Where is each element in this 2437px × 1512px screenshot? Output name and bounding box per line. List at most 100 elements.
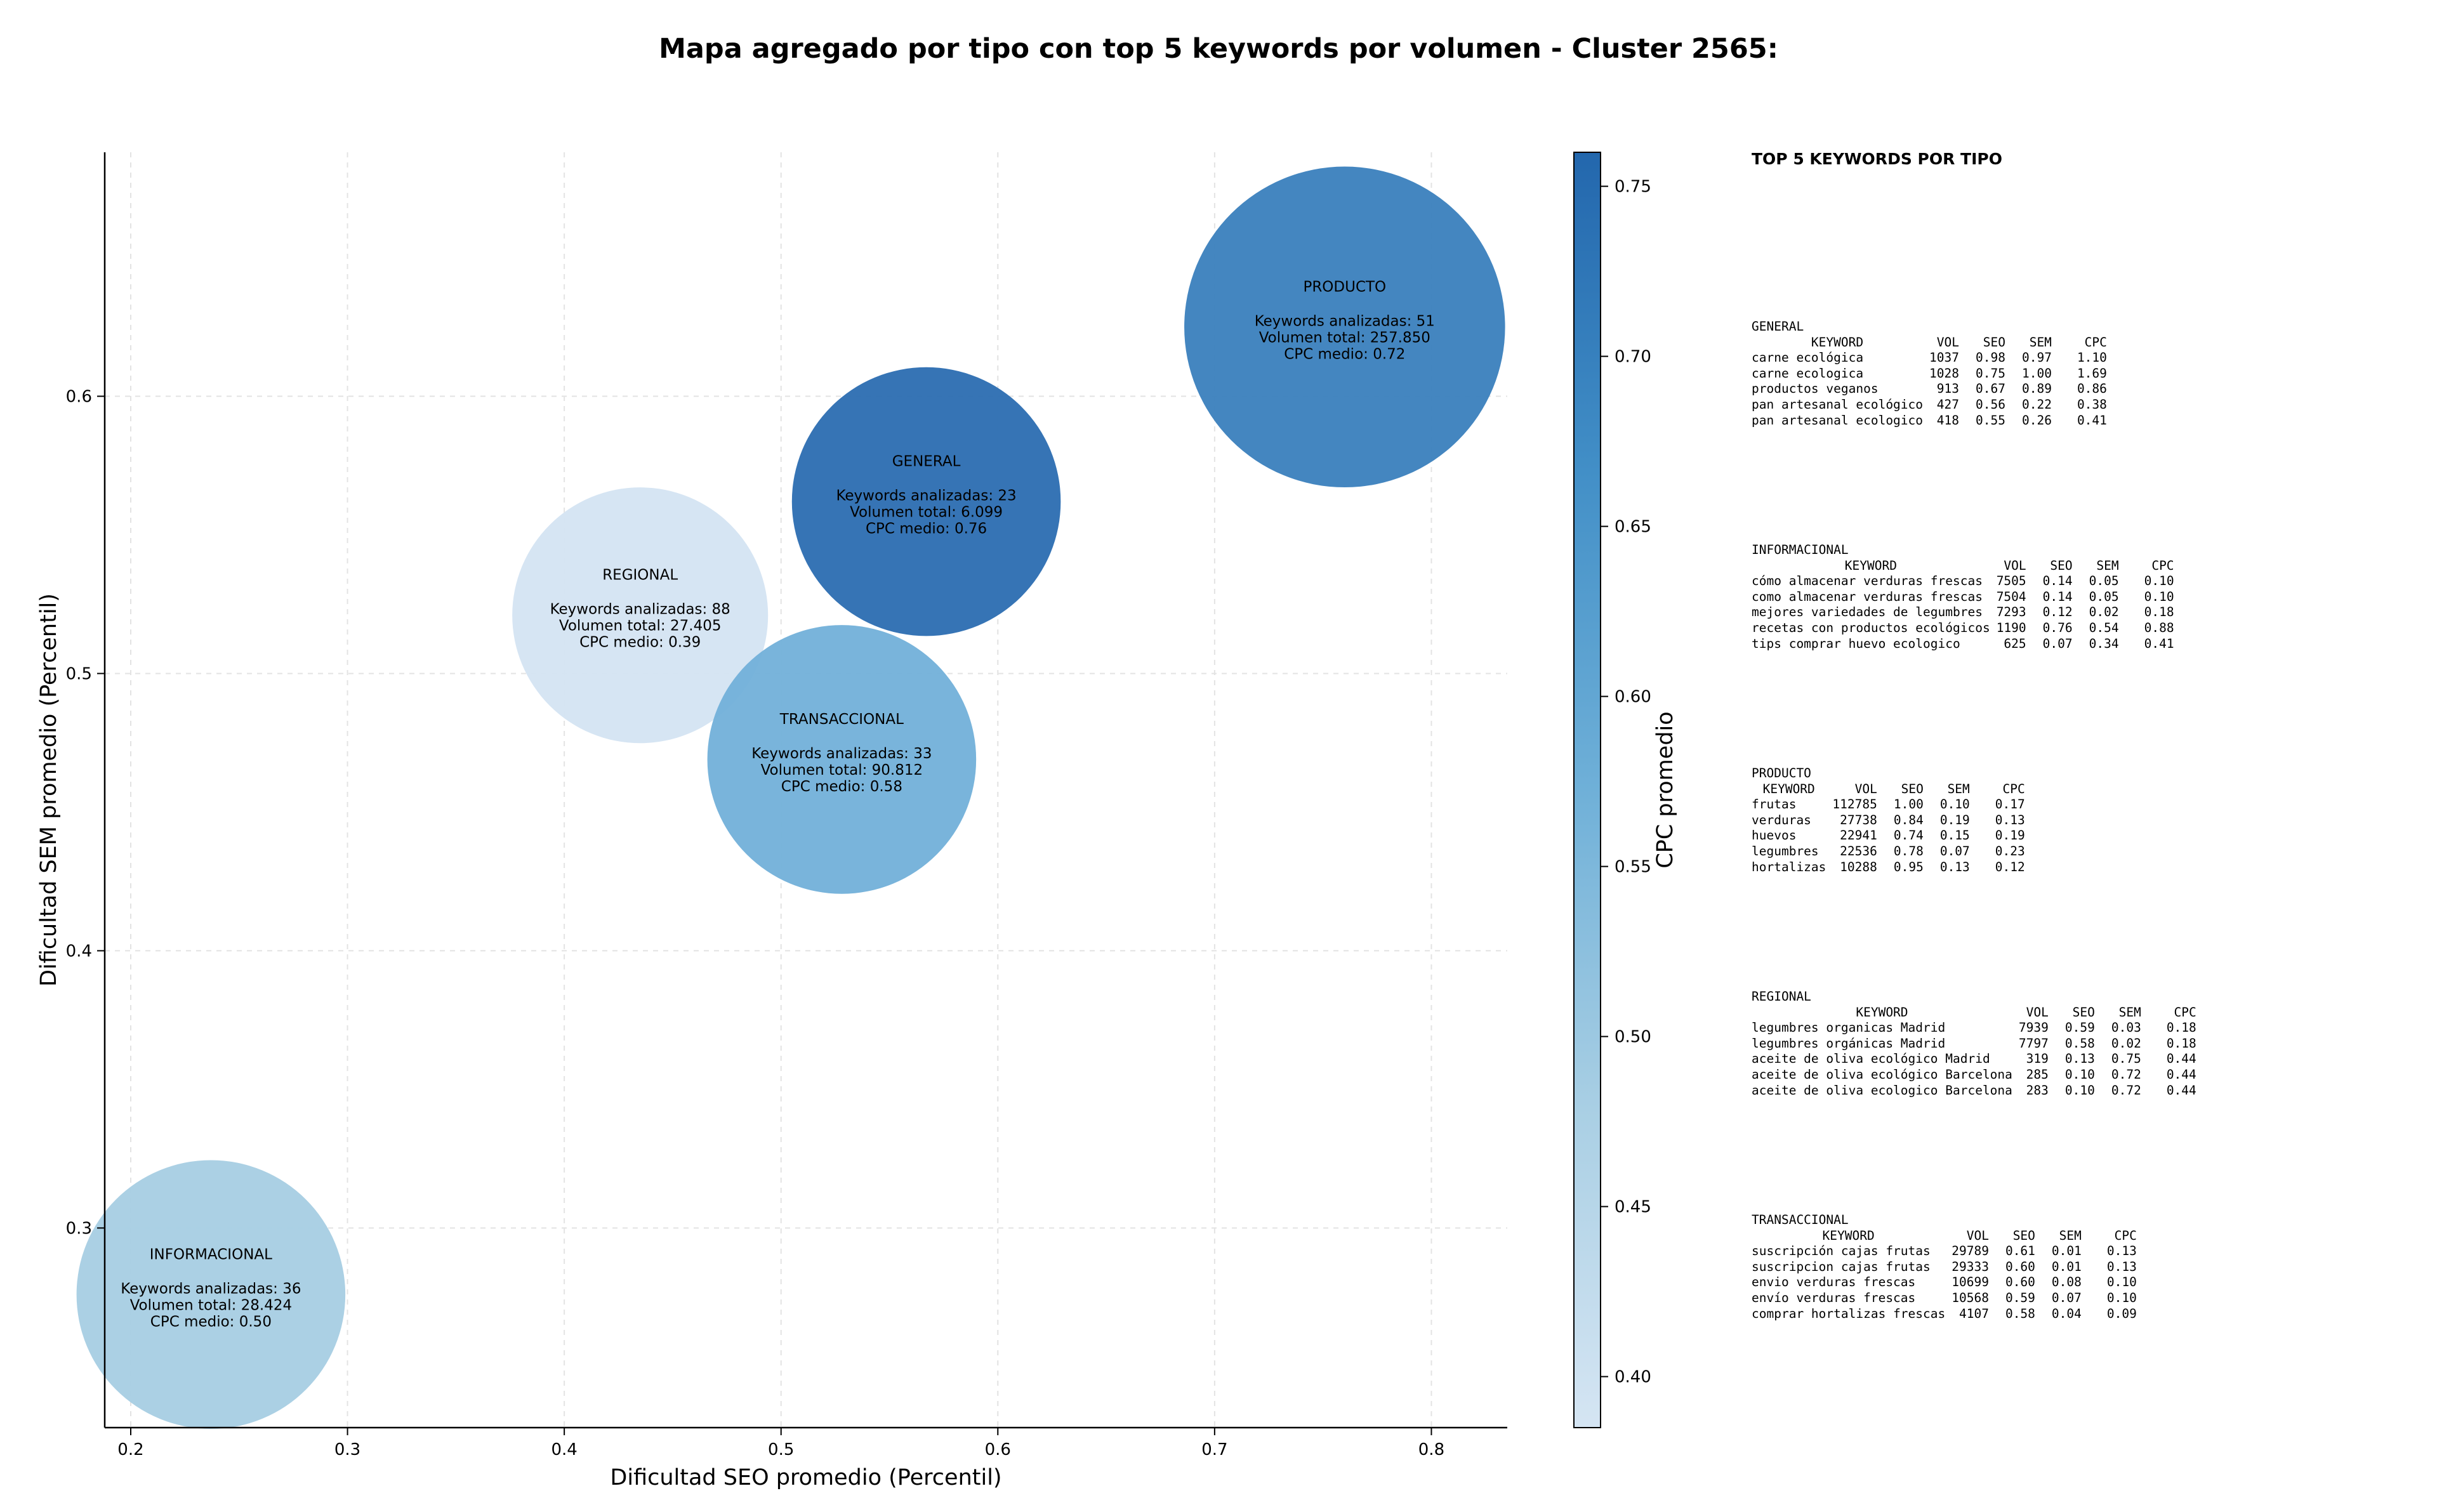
- cell-vol: 4107: [1958, 1306, 1989, 1321]
- cell-keyword: envio verduras frescas: [1752, 1275, 1916, 1290]
- cell-sem: 0.26: [2021, 412, 2052, 428]
- cell-keyword: aceite de oliva ecológico Madrid: [1752, 1051, 1990, 1067]
- section-transaccional: TRANSACCIONAL KEYWORD VOL SEO SEM CPC suscripc…: [1752, 1213, 2137, 1322]
- cell-sem: 0.34: [2089, 636, 2119, 651]
- bubble-label: PRODUCTO: [1303, 279, 1386, 295]
- section-general: GENERAL KEYWORD VOL SEO SEM CPC carne ecológic…: [1752, 319, 2107, 428]
- cell-seo: 0.61: [2005, 1244, 2035, 1259]
- cell-vol: 625: [2004, 636, 2026, 651]
- table-row: aceite de oliva ecologico Barcelona 283 0.…: [1752, 1083, 2196, 1099]
- cell-cpc: 0.23: [1995, 843, 2025, 858]
- cell-vol: 10699: [1952, 1275, 1989, 1290]
- header-seo: SEO: [2072, 1004, 2095, 1020]
- cell-keyword: legumbres organicas Madrid: [1752, 1020, 1946, 1035]
- cell-sem: 0.05: [2089, 589, 2119, 604]
- colorbar-tick-label: 0.65: [1615, 518, 1651, 537]
- cell-keyword: productos veganos: [1752, 381, 1879, 397]
- cell-keyword: hortalizas: [1752, 859, 1826, 874]
- cell-sem: 0.02: [2111, 1035, 2141, 1051]
- cell-sem: 0.19: [1939, 812, 1970, 827]
- table-row: aceite de oliva ecológico Madrid 319 0.13 0…: [1752, 1051, 2196, 1067]
- table-row: tips comprar huevo ecologico 625 0.07 0.34 0…: [1752, 636, 2174, 652]
- cell-sem: 0.04: [2051, 1306, 2082, 1321]
- cell-vol: 7939: [2018, 1020, 2049, 1035]
- table-row: comprar hortalizas frescas 4107 0.58 0.04 0.…: [1752, 1306, 2137, 1322]
- cell-sem: 0.10: [1939, 797, 1970, 812]
- cell-vol: 1028: [1929, 365, 1959, 381]
- cell-vol: 7504: [1996, 589, 2026, 604]
- section-informacional: INFORMACIONAL KEYWORD VOL SEO SEM CPC cómo alm…: [1752, 542, 2174, 652]
- bubble-informacional: [76, 1160, 346, 1430]
- cell-seo: 0.98: [1976, 350, 2005, 365]
- cell-vol: 319: [2026, 1051, 2049, 1067]
- header-cpc: CPC: [2174, 1004, 2196, 1020]
- cell-sem: 0.07: [1939, 843, 1970, 858]
- cell-sem: 0.54: [2089, 620, 2119, 635]
- cell-keyword: frutas: [1752, 797, 1797, 812]
- header-sem: SEM: [2118, 1004, 2141, 1020]
- cell-keyword: cómo almacenar verduras frescas: [1752, 574, 1983, 589]
- cell-seo: 0.13: [2064, 1051, 2095, 1067]
- cell-vol: 10288: [1840, 859, 1877, 874]
- table-row: frutas 112785 1.00 0.10 0.17: [1752, 797, 2025, 813]
- colorbar: 0.40 0.45 0.50 0.55 0.60 0.65 0.70 0.75 CPC prom…: [1573, 152, 1678, 1428]
- cell-vol: 1190: [1996, 620, 2026, 635]
- cell-cpc: 0.17: [1995, 797, 2025, 812]
- table-row: huevos 22941 0.74 0.15 0.19: [1752, 828, 2025, 844]
- bubble-stat: CPC medio: 0.39: [579, 634, 701, 651]
- header-cpc: CPC: [2002, 781, 2025, 796]
- x-tick-label: 0.4: [551, 1440, 577, 1459]
- header-keyword: KEYWORD: [1856, 1004, 1908, 1020]
- cell-cpc: 0.13: [1995, 812, 2025, 827]
- y-tick-label: 0.4: [66, 942, 92, 961]
- cell-sem: 0.13: [1939, 859, 1970, 874]
- cell-seo: 0.56: [1976, 397, 2005, 412]
- x-tick-label: 0.3: [334, 1440, 360, 1459]
- bubble-stat: CPC medio: 0.50: [150, 1313, 272, 1330]
- cell-seo: 1.00: [1893, 797, 1924, 812]
- cell-vol: 27738: [1840, 812, 1877, 827]
- cell-cpc: 0.44: [2166, 1082, 2196, 1098]
- cell-cpc: 0.38: [2077, 397, 2107, 412]
- table-header-row: KEYWORD VOL SEO SEM CPC: [1752, 1228, 2137, 1244]
- cell-vol: 22536: [1840, 843, 1877, 858]
- cell-sem: 0.02: [2089, 605, 2119, 620]
- table-row: envio verduras frescas 10699 0.60 0.08 0.10: [1752, 1275, 2137, 1291]
- cell-seo: 0.59: [2064, 1020, 2095, 1035]
- header-keyword: KEYWORD: [1844, 558, 1897, 573]
- cell-vol: 112785: [1832, 797, 1877, 812]
- colorbar-tick-label: 0.70: [1615, 348, 1651, 367]
- table-row: hortalizas 10288 0.95 0.13 0.12: [1752, 860, 2025, 876]
- cell-seo: 0.59: [2005, 1290, 2035, 1305]
- section-name: REGIONAL: [1752, 989, 1811, 1004]
- table-row: mejores variedades de legumbres 7293 0.12 0…: [1752, 605, 2174, 621]
- x-axis-label: Dificultad SEO promedio (Percentil): [610, 1465, 1001, 1490]
- table-row: carne ecológica 1037 0.98 0.97 1.10: [1752, 350, 2107, 366]
- colorbar-tick-label: 0.55: [1615, 858, 1651, 877]
- cell-keyword: mejores variedades de legumbres: [1752, 605, 1983, 620]
- cell-vol: 7797: [2018, 1035, 2049, 1051]
- header-vol: VOL: [1966, 1228, 1989, 1243]
- cell-sem: 0.75: [2111, 1051, 2141, 1067]
- cell-seo: 0.67: [1976, 381, 2005, 397]
- cell-cpc: 0.41: [2077, 412, 2107, 428]
- cell-vol: 427: [1936, 397, 1959, 412]
- y-tick-label: 0.3: [66, 1219, 92, 1238]
- keyword-table: KEYWORD VOL SEO SEM CPC legumbres organicas M…: [1752, 1005, 2196, 1099]
- header-cpc: CPC: [2151, 558, 2174, 573]
- table-row: recetas con productos ecológicos 1190 0.76…: [1752, 621, 2174, 636]
- cell-vol: 29333: [1952, 1259, 1989, 1274]
- bubble-stat: CPC medio: 0.72: [1284, 346, 1405, 362]
- x-tick-label: 0.5: [768, 1440, 794, 1459]
- header-cpc: CPC: [2084, 334, 2107, 350]
- cell-seo: 0.10: [2064, 1082, 2095, 1098]
- table-header-row: KEYWORD VOL SEO SEM CPC: [1752, 335, 2107, 351]
- bubble-label: INFORMACIONAL: [150, 1246, 272, 1263]
- cell-cpc: 0.18: [2144, 605, 2174, 620]
- cell-cpc: 1.10: [2077, 350, 2107, 365]
- cell-vol: 1037: [1929, 350, 1959, 365]
- cell-seo: 0.58: [2064, 1035, 2095, 1051]
- section-producto: PRODUCTO KEYWORD VOL SEO SEM CPC frutas 112785 1…: [1752, 766, 2025, 875]
- table-row: legumbres organicas Madrid 7939 0.59 0.03 0.…: [1752, 1020, 2196, 1036]
